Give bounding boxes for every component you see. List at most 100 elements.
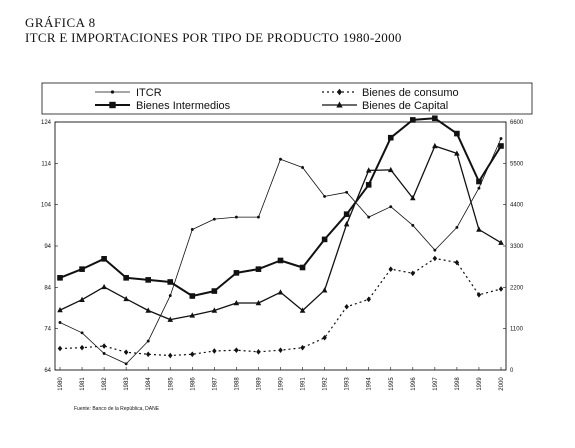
x-axis-tick-label: 1988 — [234, 377, 240, 391]
figure-label: GRÁFICA 8 — [25, 15, 96, 30]
data-point-bienes-intermedios — [476, 178, 482, 185]
x-axis-tick-label: 1995 — [389, 377, 395, 391]
data-point-bienes-de-capital — [101, 283, 107, 290]
right-axis-tick-label: 0 — [510, 368, 514, 374]
data-point-itcr — [212, 217, 216, 221]
left-axis-tick-label: 124 — [41, 120, 52, 126]
data-point-itcr — [190, 228, 194, 231]
data-point-bienes-intermedios — [123, 275, 129, 281]
right-axis-tick-label: 2200 — [510, 285, 524, 291]
data-point-bienes-de-consumo — [57, 345, 63, 352]
data-point-bienes-intermedios — [277, 257, 284, 264]
x-axis-tick-label: 1993 — [345, 377, 351, 391]
x-axis-tick-label: 1994 — [367, 377, 373, 391]
legend-label-itcr: ITCR — [136, 87, 162, 99]
data-point-bienes-de-capital — [321, 287, 328, 293]
data-point-bienes-intermedios — [387, 134, 394, 141]
data-point-bienes-de-consumo — [168, 352, 173, 359]
data-point-bienes-de-consumo — [410, 270, 416, 277]
right-axis-tick-label: 3300 — [510, 244, 524, 250]
data-point-bienes-de-capital — [145, 307, 151, 313]
data-point-bienes-de-capital — [277, 289, 284, 295]
x-axis-tick-label: 1990 — [279, 377, 285, 391]
data-point-bienes-intermedios — [255, 266, 262, 272]
data-point-bienes-intermedios — [365, 182, 372, 188]
data-point-bienes-de-capital — [255, 299, 262, 306]
left-axis-tick-label: 84 — [44, 285, 51, 291]
data-point-bienes-de-consumo — [454, 259, 460, 266]
data-point-itcr — [102, 352, 106, 355]
x-axis-tick-label: 1987 — [212, 377, 218, 391]
x-axis-tick-label: 1983 — [124, 377, 130, 391]
data-point-bienes-intermedios — [454, 130, 460, 137]
right-axis-tick-label: 5500 — [510, 161, 524, 167]
data-point-bienes-intermedios — [211, 288, 218, 294]
data-point-bienes-de-capital — [476, 226, 482, 232]
data-point-bienes-de-consumo — [388, 266, 393, 272]
left-axis-tick-label: 114 — [41, 161, 51, 167]
data-point-itcr — [279, 157, 282, 161]
x-axis-tick-label: 1985 — [168, 377, 174, 391]
data-point-bienes-intermedios — [410, 117, 416, 123]
data-point-bienes-de-capital — [410, 194, 416, 201]
x-axis-tick-label: 1996 — [411, 377, 417, 391]
data-point-bienes-de-consumo — [79, 344, 85, 351]
data-point-itcr — [80, 331, 84, 335]
data-point-bienes-intermedios — [432, 115, 438, 122]
data-point-bienes-de-capital — [498, 239, 504, 245]
legend-label-bienes-intermedios: Bienes Intermedios — [136, 100, 231, 112]
data-point-bienes-de-capital — [233, 299, 240, 306]
legend-marker-itcr — [110, 90, 115, 94]
data-point-bienes-de-capital — [123, 295, 129, 302]
x-axis-tick-label: 1989 — [256, 377, 262, 391]
data-point-bienes-de-capital — [299, 307, 306, 313]
legend-box — [41, 82, 533, 115]
legend-marker-bienes-intermedios — [109, 101, 116, 109]
left-axis-tick-label: 104 — [41, 203, 52, 209]
data-point-bienes-de-consumo — [256, 349, 261, 355]
data-point-itcr — [367, 215, 371, 219]
left-axis-tick-label: 64 — [44, 368, 51, 374]
data-point-bienes-intermedios — [189, 293, 196, 299]
data-point-bienes-de-consumo — [366, 296, 371, 303]
data-point-bienes-de-consumo — [212, 348, 217, 354]
data-point-bienes-intermedios — [57, 275, 63, 281]
data-point-bienes-intermedios — [233, 270, 240, 276]
legend-marker-bienes-de-consumo — [336, 88, 343, 96]
data-point-bienes-de-capital — [189, 312, 196, 318]
x-axis-tick-label: 2000 — [499, 377, 505, 391]
data-point-bienes-intermedios — [101, 256, 107, 262]
data-point-bienes-de-capital — [387, 166, 394, 173]
data-point-bienes-de-capital — [79, 296, 85, 302]
data-point-itcr — [389, 205, 393, 209]
data-point-bienes-de-consumo — [278, 347, 283, 353]
x-axis-tick-label: 1986 — [190, 377, 196, 391]
data-point-bienes-de-capital — [454, 150, 460, 156]
data-point-bienes-de-consumo — [344, 303, 349, 310]
right-axis-tick-label: 4400 — [510, 203, 524, 209]
data-point-bienes-de-capital — [167, 316, 174, 322]
series-line-bienes-de-consumo — [59, 257, 502, 357]
data-point-bienes-intermedios — [498, 143, 504, 149]
data-point-itcr — [345, 190, 349, 194]
data-point-bienes-de-consumo — [145, 351, 151, 358]
x-axis-tick-label: 1984 — [146, 377, 152, 391]
data-point-bienes-intermedios — [343, 211, 350, 217]
data-point-bienes-de-consumo — [234, 347, 239, 353]
data-point-itcr — [477, 186, 481, 190]
data-point-bienes-de-consumo — [300, 344, 305, 351]
data-point-bienes-intermedios — [299, 264, 306, 271]
data-point-itcr — [301, 166, 304, 169]
data-point-bienes-de-consumo — [123, 349, 129, 356]
x-axis-tick-label: 1999 — [477, 377, 483, 391]
data-point-itcr — [433, 248, 437, 252]
x-axis-tick-label: 1980 — [58, 377, 64, 391]
source-note: Fuente: Banco de la República, DANE — [74, 406, 160, 412]
data-point-bienes-intermedios — [79, 266, 85, 272]
data-point-itcr — [499, 137, 503, 140]
data-point-bienes-intermedios — [145, 277, 151, 283]
data-point-itcr — [58, 321, 62, 324]
figure-header: GRÁFICA 8 ITCR E IMPORTACIONES POR TIPO … — [25, 15, 402, 45]
data-point-itcr — [168, 294, 172, 298]
